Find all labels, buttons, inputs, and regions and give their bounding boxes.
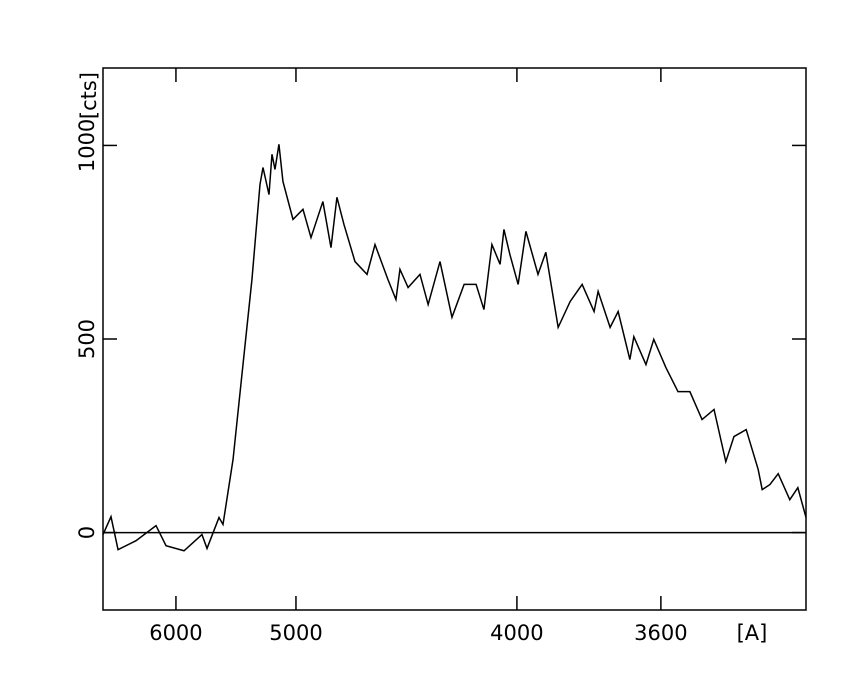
y-tick-label: 1000 [75, 119, 99, 172]
y-axis-label: [cts] [77, 72, 101, 119]
plot-frame [102, 67, 807, 611]
x-axis-label: [A] [737, 621, 768, 645]
x-tick-label: 5000 [269, 621, 322, 645]
x-tick-label: 6000 [149, 621, 202, 645]
spectrum-line [102, 144, 807, 552]
y-tick-label: 0 [75, 526, 99, 539]
x-tick-label: 3600 [634, 621, 687, 645]
y-tick-label: 500 [75, 319, 99, 359]
x-tick-label: 4000 [490, 621, 543, 645]
